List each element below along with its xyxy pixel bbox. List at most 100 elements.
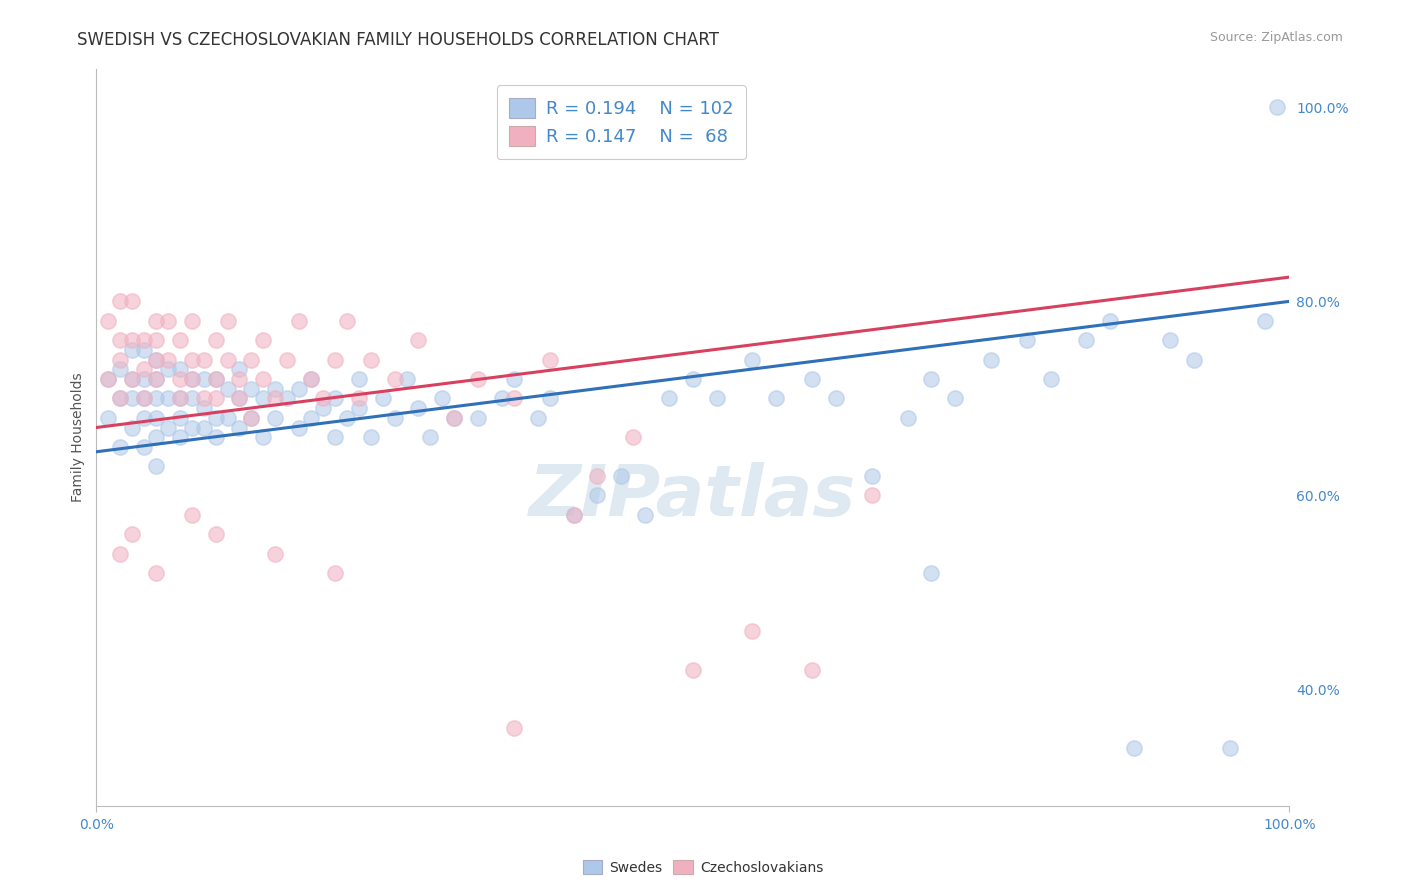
Point (288, 314, 311, 328)
Text: ZIPatlas: ZIPatlas (529, 462, 856, 531)
Point (276, 392, 298, 406)
Point (264, 410, 287, 425)
Legend: R = 0.194    N = 102, R = 0.147    N =  68: R = 0.194 N = 102, R = 0.147 N = 68 (496, 85, 745, 159)
Point (347, 401, 370, 416)
Point (491, 392, 513, 406)
Point (169, 392, 191, 406)
Point (121, 343, 143, 357)
Point (288, 420, 311, 434)
Point (204, 372, 226, 386)
Point (180, 420, 202, 434)
Point (121, 372, 143, 386)
Point (228, 420, 250, 434)
Point (156, 392, 179, 406)
Text: Source: ZipAtlas.com: Source: ZipAtlas.com (1209, 31, 1343, 45)
Point (252, 333, 274, 347)
Point (538, 352, 561, 367)
Point (801, 663, 824, 677)
Point (252, 430, 274, 444)
Point (408, 401, 430, 416)
Point (360, 352, 382, 367)
Point (145, 372, 167, 386)
Point (97, 410, 120, 425)
Point (108, 362, 131, 376)
Point (108, 392, 131, 406)
Point (228, 392, 250, 406)
Point (682, 372, 704, 386)
Point (132, 362, 155, 376)
Point (288, 382, 311, 396)
Point (217, 410, 239, 425)
Point (132, 343, 155, 357)
Point (108, 440, 131, 454)
Point (323, 566, 346, 580)
Point (193, 372, 215, 386)
Point (145, 392, 167, 406)
Point (1099, 314, 1122, 328)
Point (240, 410, 263, 425)
Point (1265, 100, 1288, 114)
Point (252, 392, 274, 406)
Point (156, 314, 179, 328)
Point (121, 372, 143, 386)
Y-axis label: Family Households: Family Households (72, 372, 86, 502)
Point (586, 469, 609, 483)
Point (336, 410, 359, 425)
Point (132, 392, 155, 406)
Point (217, 382, 239, 396)
Point (180, 352, 202, 367)
Text: SWEDISH VS CZECHOSLOVAKIAN FAMILY HOUSEHOLDS CORRELATION CHART: SWEDISH VS CZECHOSLOVAKIAN FAMILY HOUSEH… (77, 31, 720, 49)
Point (860, 488, 883, 502)
Point (825, 392, 848, 406)
Point (132, 440, 155, 454)
Point (132, 372, 155, 386)
Point (228, 362, 250, 376)
Point (621, 430, 644, 444)
Point (180, 314, 202, 328)
Point (312, 401, 335, 416)
Point (538, 392, 561, 406)
Point (145, 314, 167, 328)
Point (526, 410, 548, 425)
Point (299, 410, 322, 425)
Point (443, 410, 465, 425)
Point (384, 410, 406, 425)
Point (323, 352, 346, 367)
Point (204, 527, 226, 541)
Point (121, 333, 143, 347)
Point (204, 430, 226, 444)
Point (204, 392, 226, 406)
Point (323, 392, 346, 406)
Point (264, 392, 287, 406)
Point (156, 352, 179, 367)
Point (1123, 740, 1146, 755)
Point (240, 352, 263, 367)
Point (156, 420, 179, 434)
Point (145, 566, 167, 580)
Point (240, 382, 263, 396)
Point (395, 372, 418, 386)
Point (132, 392, 155, 406)
Point (943, 392, 966, 406)
Point (299, 372, 322, 386)
Point (741, 352, 763, 367)
Point (706, 392, 728, 406)
Point (180, 392, 202, 406)
Point (980, 352, 1002, 367)
Point (432, 392, 454, 406)
Point (156, 362, 179, 376)
Point (108, 352, 131, 367)
Point (169, 333, 191, 347)
Point (108, 392, 131, 406)
Point (169, 410, 191, 425)
Point (217, 352, 239, 367)
Point (467, 372, 489, 386)
Point (108, 547, 131, 561)
Point (169, 430, 191, 444)
Point (1219, 740, 1241, 755)
Point (371, 392, 394, 406)
Point (252, 372, 274, 386)
Point (145, 430, 167, 444)
Point (180, 372, 202, 386)
Point (347, 392, 370, 406)
